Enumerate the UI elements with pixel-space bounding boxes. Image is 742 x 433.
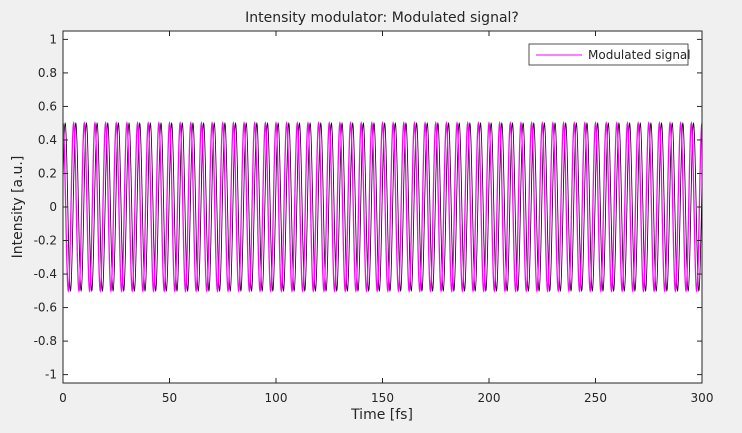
y-tick-label: 0.4 [38,133,57,147]
x-axis-title: Time [fs] [350,407,413,423]
y-tick-label: 0.6 [38,99,57,113]
y-axis-title: Intensity [a.u.] [10,156,26,259]
series-line [63,121,702,293]
y-tick-label: -0.4 [34,267,57,281]
y-tick-label: -0.2 [34,234,57,248]
legend[interactable]: Modulated signal [528,43,691,66]
x-tick-label: 250 [584,391,607,405]
x-tick-label: 150 [371,391,394,405]
ticks-layer: 0 50 100 150 200 250 300 -1 -0.8 -0.6 -0.4 -0.2 0 0.2… [34,31,714,405]
x-tick-label: 300 [691,391,714,405]
y-tick-label: 0 [49,200,57,214]
plot-area [63,31,702,383]
y-tick-label: -1 [45,368,57,382]
chart-title: Intensity modulator: Modulated signal? [245,10,519,26]
legend-label-modulated-signal: Modulated signal [588,48,691,62]
legend-box [528,43,689,66]
x-tick-label: 0 [59,391,67,405]
x-tick-label: 50 [162,391,177,405]
y-tick-label: 0.2 [38,166,57,180]
series-line [63,121,702,293]
x-tick-label: 200 [478,391,501,405]
y-tick-label: -0.6 [34,301,57,315]
x-tick-label: 100 [265,391,288,405]
y-tick-label: 0.8 [38,66,57,80]
series-layer [63,121,702,293]
y-tick-label: 1 [49,32,57,46]
y-tick-label: -0.8 [34,334,57,348]
